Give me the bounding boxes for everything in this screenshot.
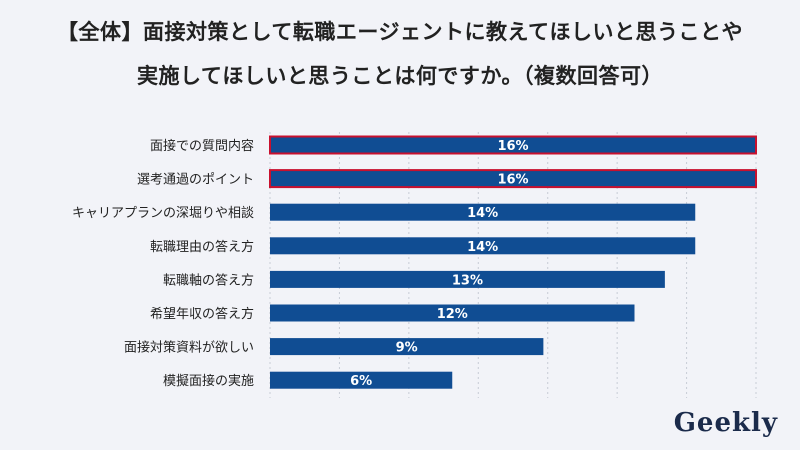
category-label: キャリアプランの深堀りや相談 bbox=[72, 205, 254, 221]
category-label: 模擬面接の実施 bbox=[163, 373, 254, 389]
data-label: 16% bbox=[497, 139, 528, 154]
bar bbox=[270, 203, 696, 221]
bar bbox=[269, 169, 757, 189]
bar bbox=[269, 135, 757, 155]
bar bbox=[270, 237, 696, 255]
data-label: 16% bbox=[497, 173, 528, 188]
bar bbox=[270, 304, 635, 322]
category-label: 面接対策資料が欲しい bbox=[124, 340, 254, 356]
data-label: 14% bbox=[467, 206, 498, 221]
bar bbox=[270, 270, 665, 288]
data-label: 12% bbox=[437, 307, 468, 322]
chart-title-line-2: 実施してほしいと思うことは何ですか。（複数回答可） bbox=[137, 64, 663, 88]
data-label: 6% bbox=[350, 374, 372, 389]
category-label: 希望年収の答え方 bbox=[150, 306, 254, 322]
data-label: 14% bbox=[467, 240, 498, 255]
category-label: 転職軸の答え方 bbox=[163, 272, 254, 288]
chart-title-line-1: 【全体】面接対策として転職エージェントに教えてほしいと思うことや bbox=[57, 20, 743, 44]
data-label: 13% bbox=[452, 273, 483, 288]
bar bbox=[270, 371, 453, 389]
category-label: 面接での質問内容 bbox=[150, 138, 254, 154]
bar bbox=[270, 338, 544, 356]
category-label: 選考通過のポイント bbox=[137, 173, 254, 188]
geekly-logo: Geekly bbox=[673, 408, 778, 438]
category-label: 転職理由の答え方 bbox=[150, 239, 254, 255]
data-label: 9% bbox=[396, 341, 418, 356]
